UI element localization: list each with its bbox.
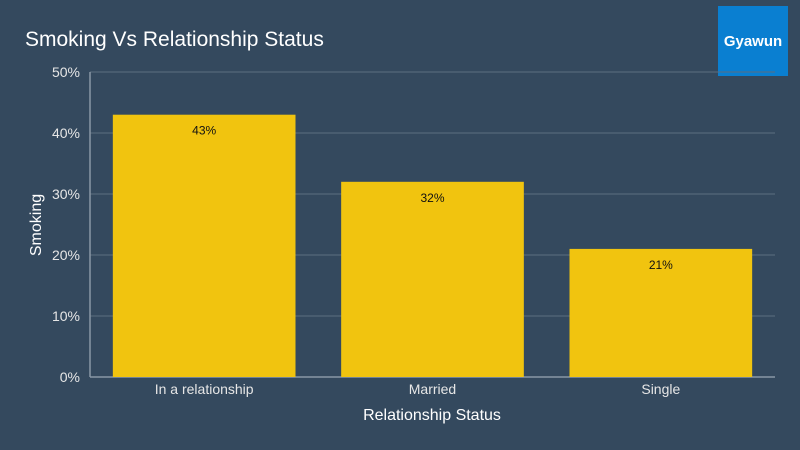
data-label: 43% [192,124,216,138]
x-axis-ticks: In a relationship Married Single [155,381,681,397]
y-tick-label: 50% [52,64,80,80]
chart-title: Smoking Vs Relationship Status [25,28,324,51]
bars: 43% 32% 21% [112,114,753,377]
brand-logo[interactable]: Gyawun [718,6,788,76]
bar [569,248,753,377]
bar [112,114,296,377]
y-tick-label: 30% [52,186,80,202]
y-tick-label: 10% [52,308,80,324]
data-label: 32% [420,191,444,205]
bar [341,181,524,377]
y-tick-label: 0% [60,369,80,385]
y-tick-label: 40% [52,125,80,141]
y-tick-label: 20% [52,247,80,263]
y-axis-ticks: 0% 10% 20% 30% 40% 50% [52,64,80,385]
x-tick-label: Single [641,381,680,397]
data-label: 21% [649,258,673,272]
y-axis-label: Smoking [28,194,45,256]
x-tick-label: In a relationship [155,381,254,397]
x-axis-label: Relationship Status [363,407,501,424]
x-tick-label: Married [409,381,456,397]
